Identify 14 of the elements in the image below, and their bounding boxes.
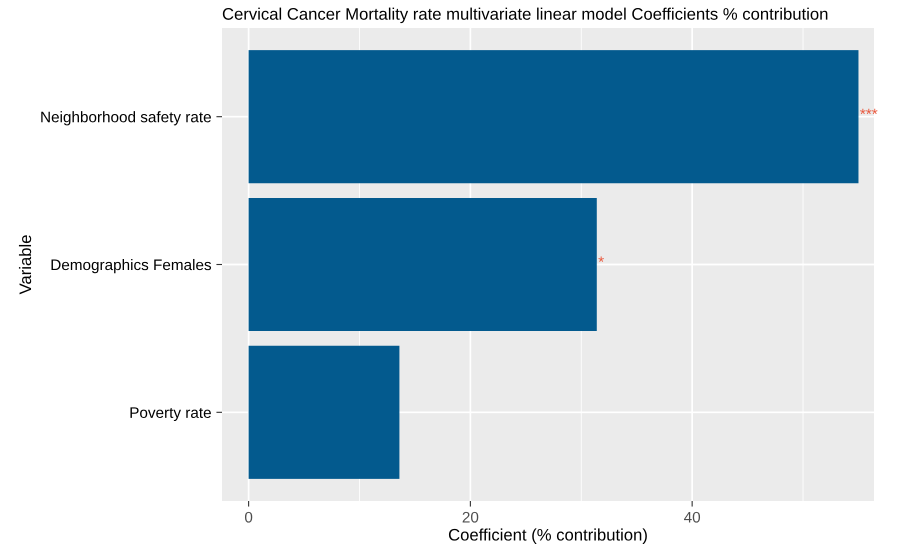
y-axis-title: Variable [18,235,32,294]
y-tick-label: Poverty rate [130,407,211,422]
x-tick-label: 0 [244,512,252,523]
chart-title: Cervical Cancer Mortality rate multivariate linear model Coefficients % contribution [222,8,828,24]
bar [248,346,400,479]
y-tick-label: Demographics Females [52,258,212,274]
bar [248,50,858,184]
y-tick-label: Neighborhood safety rate [41,111,211,126]
x-tick-label: 20 [462,512,478,523]
x-axis-title: Coefficient (% contribution) [448,528,647,544]
annotation: *** [860,108,878,114]
annotation: * [598,256,604,262]
x-tick-label: 40 [684,512,700,523]
bar [248,198,597,332]
